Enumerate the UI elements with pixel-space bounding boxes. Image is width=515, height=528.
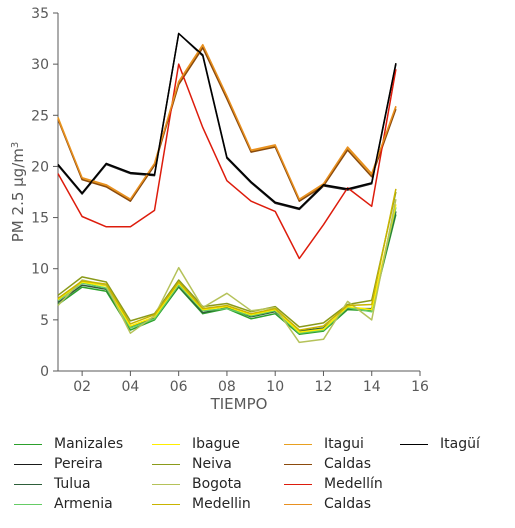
series-line-12 [57,32,397,210]
legend-label: Medellin [192,496,251,512]
legend-label: Itagüí [440,436,480,452]
y-tick-label: 10 [31,262,49,278]
y-tick-label: 30 [31,57,49,73]
legend-item: Caldas [284,454,371,474]
legend-label: Armenia [54,496,113,512]
x-tick-label: 12 [315,379,333,395]
legend-swatch [152,463,180,465]
y-tick-label: 15 [31,211,49,227]
legend-swatch [14,463,42,465]
y-tick-label: 25 [31,108,49,124]
series-line-11 [57,43,397,200]
series-line-2 [57,211,397,332]
x-tick-label: 16 [411,379,429,395]
legend-label: Caldas [324,496,372,512]
legend-swatch [152,443,180,445]
legend-label: Ibague [192,436,240,452]
y-tick-label: 35 [31,6,49,22]
legend-swatch [14,443,42,445]
series-line-5 [57,191,397,328]
x-tick-label: 08 [218,379,236,395]
y-tick-label: 0 [40,364,49,380]
x-tick-label: 06 [170,379,188,395]
legend-item: Itagüí [400,434,480,454]
legend-swatch [400,443,428,445]
legend-item: Armenia [14,494,113,514]
series-line-6 [57,199,397,344]
x-tick-label: 04 [121,379,139,395]
legend-item: Tulua [14,474,91,494]
legend: Manizales Pereira Tulua Armenia Ibague Neiva B… [0,430,515,528]
series-layer [57,32,397,344]
y-tick-label: 20 [31,159,49,175]
legend-item: Neiva [152,454,232,474]
chart: 0 5 10 15 20 25 30 35 02 04 06 08 10 12 14 16 TIEMPO PM… [9,6,429,413]
legend-item: Medellin [152,494,251,514]
legend-label: Pereira [54,456,103,472]
legend-swatch [284,463,312,465]
legend-swatch [284,483,312,485]
series-line-10 [57,63,397,260]
legend-label: Caldas [324,456,372,472]
axes: 0 5 10 15 20 25 30 35 02 04 06 08 10 12 14 16 [31,6,429,395]
series-line-4 [57,204,397,333]
x-tick-label: 02 [73,379,91,395]
x-axis-label: TIEMPO [210,395,268,413]
legend-swatch [152,503,180,505]
x-tick-label: 14 [363,379,381,395]
legend-label: Medellín [324,476,383,492]
series-line-1 [57,32,397,211]
legend-item: Ibague [152,434,240,454]
legend-item: Itagui [284,434,364,454]
legend-item: Caldas [284,494,371,514]
legend-label: Bogota [192,476,242,492]
legend-item: Medellín [284,474,383,494]
y-tick-label: 5 [40,313,49,329]
legend-label: Itagui [324,436,364,452]
legend-swatch [284,503,312,505]
series-line-7 [57,188,397,331]
series-line-9 [57,47,397,202]
legend-item: Manizales [14,434,123,454]
y-axis-label: PM 2.5 μg/m3 [9,142,27,242]
legend-item: Bogota [152,474,242,494]
series-line-0 [57,214,397,335]
legend-label: Tulua [54,476,91,492]
legend-label: Manizales [54,436,124,452]
legend-swatch [14,503,42,505]
legend-swatch [14,483,42,485]
legend-label: Neiva [192,456,232,472]
legend-item: Pereira [14,454,103,474]
legend-swatch [284,443,312,445]
series-line-8 [57,44,397,201]
legend-swatch [152,483,180,485]
x-tick-label: 10 [266,379,284,395]
